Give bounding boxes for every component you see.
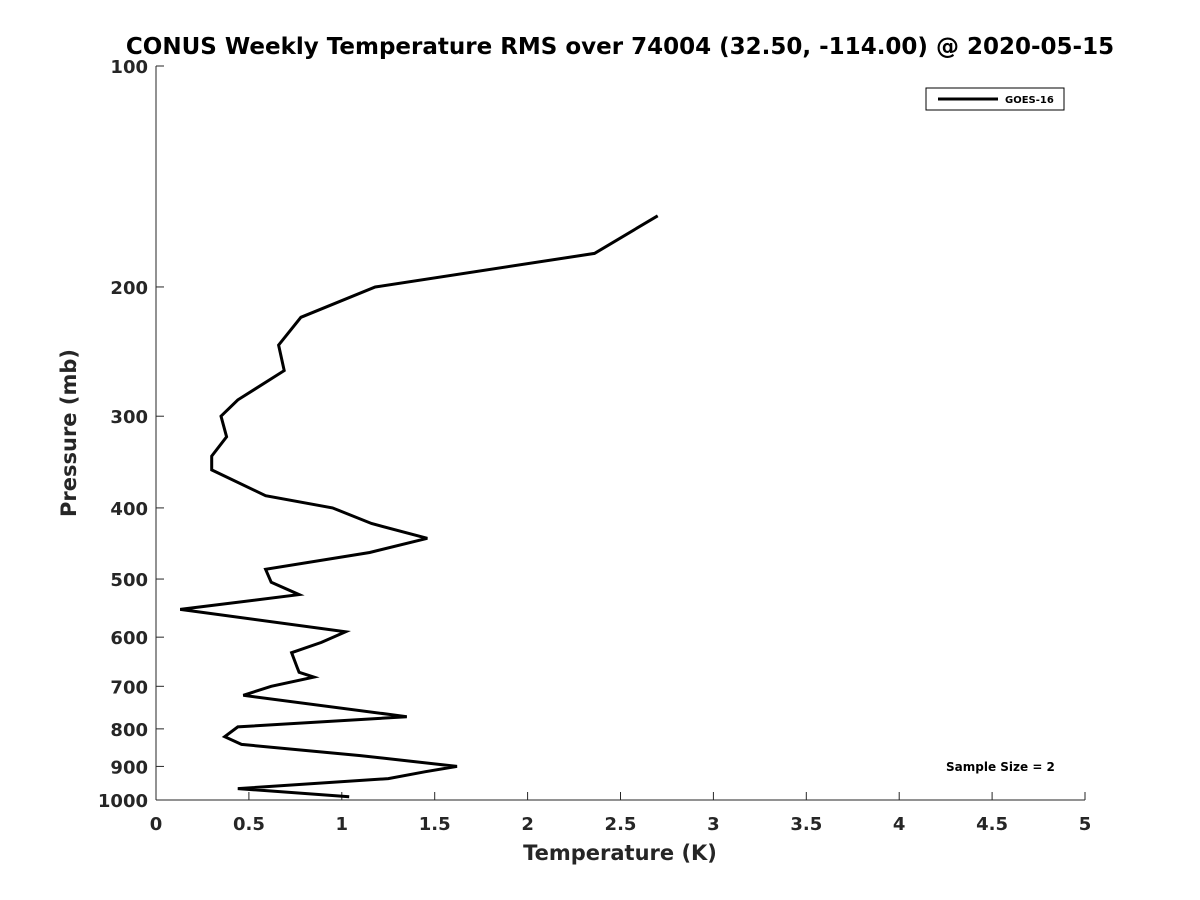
y-tick-label: 300	[110, 407, 148, 428]
x-tick-label: 3	[707, 814, 720, 835]
y-tick-label: 400	[110, 499, 148, 520]
x-tick-label: 2.5	[605, 814, 637, 835]
axes	[155, 66, 1085, 801]
x-tick-label: 4.5	[976, 814, 1008, 835]
x-tick-label: 3.5	[790, 814, 822, 835]
y-tick-label: 1000	[98, 791, 148, 812]
y-tick-label: 200	[110, 278, 148, 299]
chart-title: CONUS Weekly Temperature RMS over 74004 …	[126, 34, 1114, 60]
x-tick-label: 0	[150, 814, 163, 835]
y-tick-label: 100	[110, 57, 148, 78]
y-tick-label: 700	[110, 677, 148, 698]
legend-label: GOES-16	[1005, 95, 1054, 106]
x-tick-label: 2	[521, 814, 534, 835]
series-group	[179, 214, 659, 799]
y-tick-label: 800	[110, 720, 148, 741]
x-tick-label: 5	[1079, 814, 1092, 835]
legend: GOES-16	[925, 87, 1065, 111]
x-axis-label: Temperature (K)	[523, 841, 717, 865]
y-tick-label: 900	[110, 757, 148, 778]
series-line-goes-16	[179, 214, 659, 799]
x-tick-label: 1.5	[419, 814, 451, 835]
x-axis-ticks: 0 0.5 1 1.5 2 2.5 3 3.5 4 4.5 5	[150, 792, 1092, 835]
y-axis-ticks: 100 200 300 400 500 600 700 800 900 1000	[98, 57, 164, 812]
y-axis-label: Pressure (mb)	[57, 349, 81, 517]
x-tick-label: 1	[336, 814, 349, 835]
y-tick-label: 600	[110, 628, 148, 649]
sample-size-annotation: Sample Size = 2	[946, 760, 1055, 774]
y-tick-label: 500	[110, 570, 148, 591]
x-tick-label: 0.5	[233, 814, 265, 835]
x-tick-label: 4	[893, 814, 906, 835]
